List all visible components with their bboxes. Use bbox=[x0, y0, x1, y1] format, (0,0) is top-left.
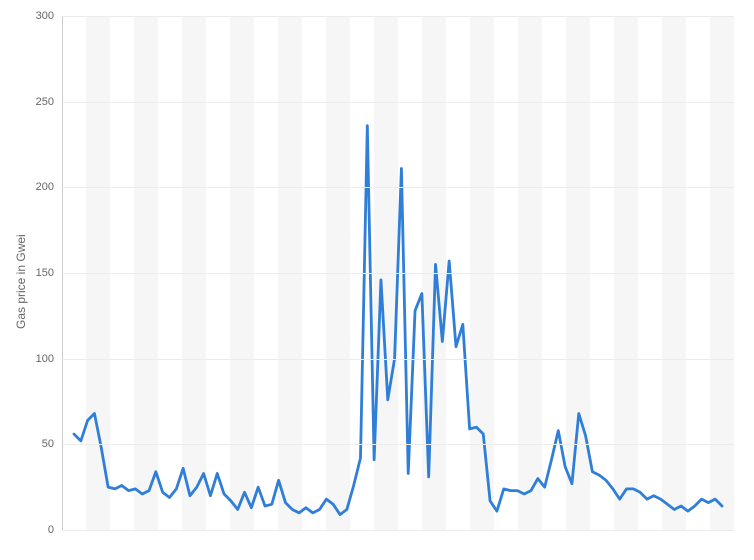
y-tick-label: 200 bbox=[36, 181, 54, 193]
gas-price-line-chart: Gas price in Gwei 050100150200250300 bbox=[0, 0, 754, 560]
y-gridline bbox=[62, 16, 734, 17]
y-gridline bbox=[62, 102, 734, 103]
y-tick-label: 250 bbox=[36, 96, 54, 108]
y-tick-label: 50 bbox=[42, 438, 54, 450]
y-gridline bbox=[62, 359, 734, 360]
y-tick-label: 300 bbox=[36, 10, 54, 22]
y-gridline bbox=[62, 444, 734, 445]
y-tick-label: 150 bbox=[36, 267, 54, 279]
y-tick-label: 100 bbox=[36, 353, 54, 365]
y-gridline bbox=[62, 273, 734, 274]
y-tick-label: 0 bbox=[48, 524, 54, 536]
y-gridline bbox=[62, 187, 734, 188]
y-axis-title: Gas price in Gwei bbox=[14, 234, 28, 329]
y-gridline bbox=[62, 530, 734, 531]
plot-area: 050100150200250300 bbox=[62, 16, 734, 530]
